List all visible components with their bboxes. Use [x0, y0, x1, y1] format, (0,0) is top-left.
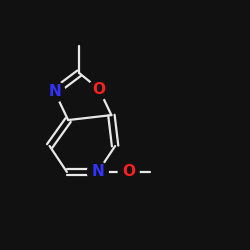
Circle shape: [89, 79, 110, 100]
Text: O: O: [122, 164, 135, 180]
Text: N: N: [48, 84, 61, 99]
Circle shape: [44, 81, 65, 102]
Circle shape: [88, 162, 108, 182]
Circle shape: [118, 162, 139, 182]
Text: O: O: [92, 82, 106, 97]
Text: N: N: [92, 164, 104, 180]
